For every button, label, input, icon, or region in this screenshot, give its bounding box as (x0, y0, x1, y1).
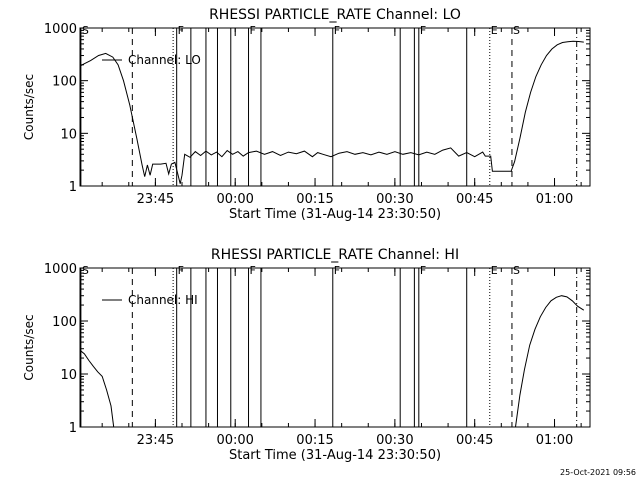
event-marker-label: E (491, 24, 498, 37)
x-axis-label: Start Time (31-Aug-14 23:30:50) (229, 207, 441, 222)
series-line (79, 349, 115, 428)
plot-frame (79, 267, 591, 428)
y-axis-label: Counts/sec (22, 74, 36, 140)
chart-title: RHESSI PARTICLE_RATE Channel: LO (209, 7, 461, 23)
event-marker-label: S (513, 24, 520, 37)
event-marker-label: F (334, 24, 340, 37)
legend-label: Channel: HI (128, 293, 198, 307)
x-tick-label: 00:00 (216, 192, 253, 207)
footer-timestamp: 25-Oct-2021 09:56 (560, 468, 636, 477)
y-tick-label: 1 (69, 180, 77, 195)
event-marker-label: F (250, 264, 256, 277)
event-marker-label: F (420, 24, 426, 37)
x-tick-label: 00:45 (456, 433, 493, 448)
series-line (79, 40, 584, 184)
event-marker-label: F (334, 264, 340, 277)
event-marker-label: E (491, 264, 498, 277)
legend-label: Channel: LO (128, 53, 201, 67)
x-tick-label: 00:00 (216, 433, 253, 448)
x-tick-label: 00:30 (376, 433, 413, 448)
y-tick-label: 100 (52, 315, 77, 330)
x-tick-label: 01:00 (536, 192, 573, 207)
event-marker-label: F (420, 264, 426, 277)
event-marker-label: S (513, 264, 520, 277)
y-tick-label: 100 (52, 75, 77, 90)
x-tick-label: 23:45 (137, 192, 174, 207)
event-marker-label: F (178, 24, 184, 37)
y-tick-label: 1000 (44, 22, 77, 37)
series-line-continuation (515, 295, 585, 428)
x-tick-label: 01:00 (536, 433, 573, 448)
x-axis-label: Start Time (31-Aug-14 23:30:50) (229, 448, 441, 463)
event-marker-label: F (178, 264, 184, 277)
y-tick-label: 10 (60, 127, 77, 142)
y-axis-label: Counts/sec (22, 314, 36, 380)
y-tick-label: 1000 (44, 262, 77, 277)
event-marker-label: S (82, 264, 89, 277)
y-tick-label: 10 (60, 368, 77, 383)
event-marker-label: S (82, 24, 89, 37)
x-tick-label: 00:45 (456, 192, 493, 207)
x-tick-label: 00:15 (296, 192, 333, 207)
x-tick-label: 00:30 (376, 192, 413, 207)
chart-title: RHESSI PARTICLE_RATE Channel: HI (211, 247, 459, 263)
y-tick-label: 1 (69, 421, 77, 436)
event-marker-label: F (250, 24, 256, 37)
plot-frame (79, 27, 591, 187)
x-tick-label: 23:45 (137, 433, 174, 448)
x-tick-label: 00:15 (296, 433, 333, 448)
